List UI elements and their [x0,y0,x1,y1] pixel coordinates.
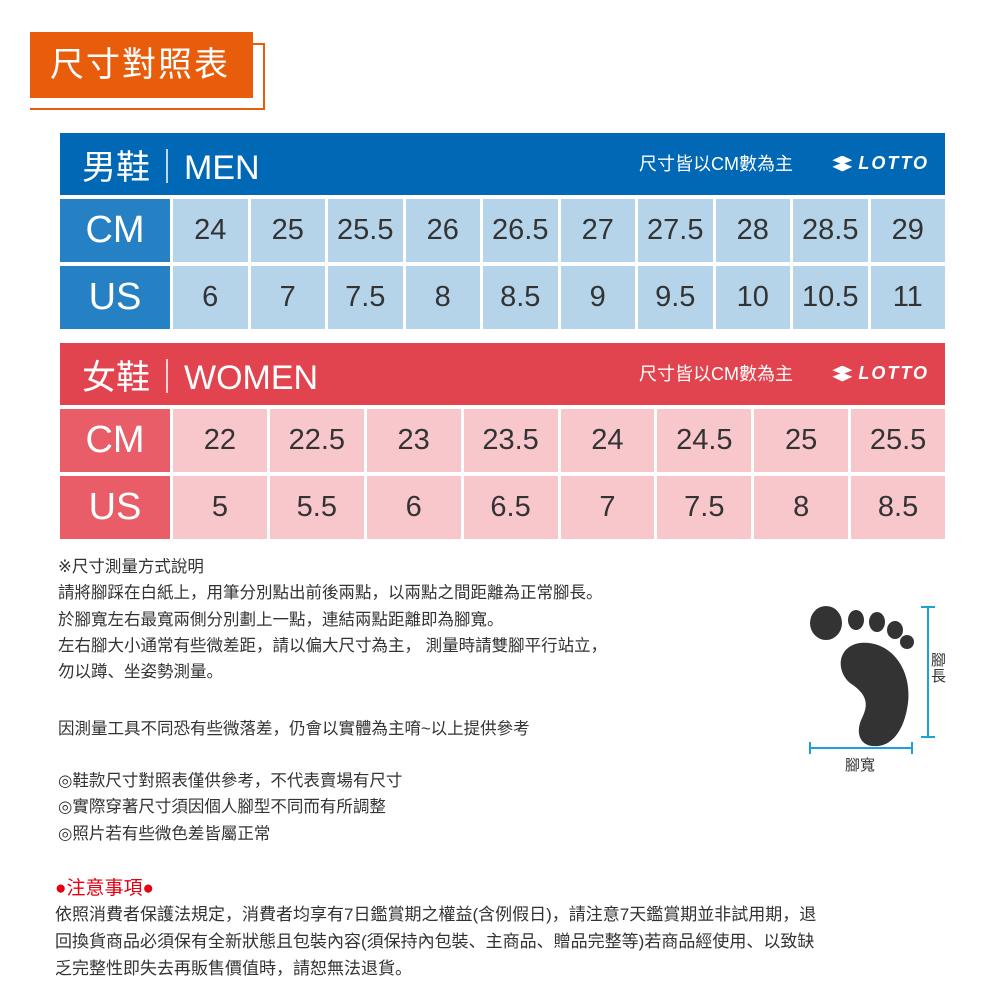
women-row-us: US 5 5.5 6 6.5 7 7.5 8 8.5 [60,476,945,539]
measure-line: 請將腳踩在白紙上，用筆分別點出前後兩點，以兩點之間距離為正常腳長。 [58,584,603,603]
size-cell: 25.5 [328,199,403,262]
size-cell: 7.5 [328,266,403,329]
women-row-cm: CM 22 22.5 23 23.5 24 24.5 25 25.5 [60,409,945,472]
size-cell: 8 [405,266,480,329]
size-cell: 26 [405,199,480,262]
size-cell: 10.5 [793,266,868,329]
size-cell: 8.5 [851,476,945,539]
size-cell: 25.5 [851,409,945,472]
size-cell: 6.5 [463,476,558,539]
women-size-table: 女鞋｜WOMEN 尺寸皆以CM數為主 LOTTO CM 22 22.5 23 23.5 2… [60,343,945,539]
foot-width-label: 腳寬 [845,757,876,774]
size-cell: 5.5 [269,476,364,539]
row-label: US [60,266,170,329]
women-note: 尺寸皆以CM數為主 [639,364,793,384]
size-cell: 10 [715,266,790,329]
size-cell: 8 [754,476,849,539]
measure-line: 左右腳大小通常有些微差距，請以偏大尺寸為主， 測量時請雙腳平行站立， [58,636,608,655]
size-cell: 11 [870,266,945,329]
size-cell: 28.5 [793,199,868,262]
men-note: 尺寸皆以CM數為主 [639,154,793,174]
size-cell: 5 [173,476,267,539]
size-cell: 7 [250,266,325,329]
size-cell: 29 [870,199,945,262]
size-cell: 8.5 [483,266,558,329]
lotto-logo: LOTTO [832,363,929,384]
size-cell: 24 [173,199,248,262]
note-item: ◎實際穿著尺寸須因個人腳型不同而有所調整 [58,798,386,817]
row-label: CM [60,199,170,262]
size-cell: 25 [250,199,325,262]
size-cell: 25 [754,409,849,472]
women-title: 女鞋｜WOMEN [82,358,319,397]
size-cell: 23.5 [463,409,558,472]
foot-measurement-diagram: 腳長 腳寬 [800,598,950,778]
size-cell: 24 [560,409,655,472]
note-item: ◎照片若有些微色差皆屬正常 [58,824,271,843]
lotto-logo-icon [832,365,853,382]
row-label: CM [60,409,170,472]
notice-text: 依照消費者保護法規定，消費者均享有7日鑑賞期之權益(含例假日)，請注意7天鑑賞期… [55,901,955,982]
size-cell: 9 [560,266,635,329]
men-size-table: 男鞋｜MEN 尺寸皆以CM數為主 LOTTO CM 24 25 25.5 26 26.5 2… [60,133,945,329]
measure-instructions: ※尺寸測量方式說明 請將腳踩在白紙上，用筆分別點出前後兩點，以兩點之間距離為正常… [58,554,607,685]
men-row-us: US 6 7 7.5 8 8.5 9 9.5 10 10.5 11 [60,266,945,329]
size-cell: 9.5 [638,266,713,329]
measure-heading: ※尺寸測量方式說明 [58,558,204,576]
men-header: 男鞋｜MEN 尺寸皆以CM數為主 LOTTO [60,133,945,195]
page-title: 尺寸對照表 [30,32,253,98]
men-title: 男鞋｜MEN [82,148,260,187]
size-cell: 7 [560,476,655,539]
size-cell: 6 [366,476,461,539]
notice-title: ●注意事項● [55,878,154,899]
men-row-cm: CM 24 25 25.5 26 26.5 27 27.5 28 28.5 29 [60,199,945,262]
size-cell: 24.5 [657,409,752,472]
notice-line: 乏完整性即失去再販售價值時，請恕無法退貨。 [55,959,412,978]
size-cell: 22 [173,409,267,472]
size-cell: 27 [560,199,635,262]
size-cell: 6 [173,266,248,329]
foot-length-label: 腳長 [931,652,947,685]
lotto-logo: LOTTO [832,153,929,174]
size-cell: 26.5 [483,199,558,262]
size-cell: 28 [715,199,790,262]
notes-list: ◎鞋款尺寸對照表僅供參考，不代表賣場有尺寸 ◎實際穿著尺寸須因個人腳型不同而有所… [58,768,402,847]
notice-line: 依照消費者保護法規定，消費者均享有7日鑑賞期之權益(含例假日)，請注意7天鑑賞期… [55,905,817,924]
brand-name: LOTTO [858,363,929,383]
measure-disclaimer: 因測量工具不同恐有些微落差，仍會以實體為主唷~以上提供參考 [58,720,530,738]
lotto-logo-icon [832,155,853,172]
notice-line: 回換貨商品必須保有全新狀態且包裝內容(須保持內包裝、主商品、贈品完整等)若商品經… [55,932,815,951]
brand-name: LOTTO [858,153,929,173]
size-cell: 27.5 [638,199,713,262]
size-cell: 7.5 [657,476,752,539]
note-item: ◎鞋款尺寸對照表僅供參考，不代表賣場有尺寸 [58,772,403,790]
foot-icon [809,606,935,754]
women-header: 女鞋｜WOMEN 尺寸皆以CM數為主 LOTTO [60,343,945,405]
size-cell: 22.5 [269,409,364,472]
row-label: US [60,476,170,539]
measure-line: 勿以蹲、坐姿勢測量。 [58,663,223,682]
size-cell: 23 [366,409,461,472]
measure-line: 於腳寬左右最寬兩側分別劃上一點，連結兩點距離即為腳寬。 [58,610,504,629]
